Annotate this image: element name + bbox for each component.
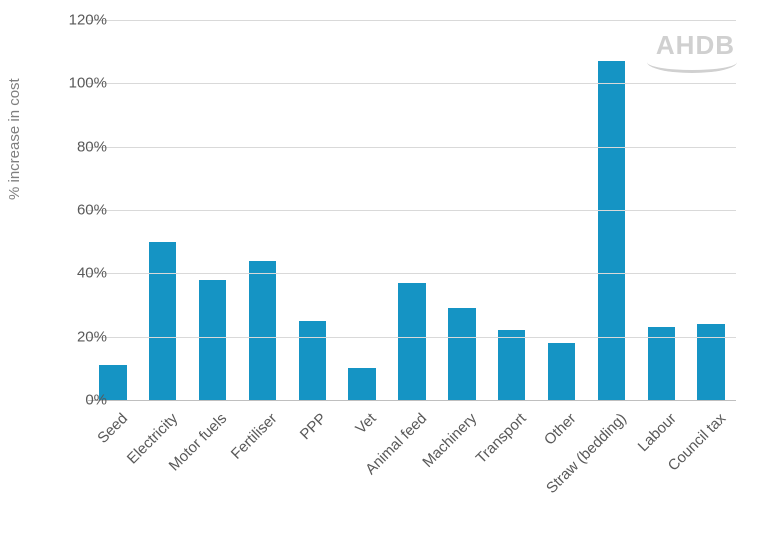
- y-tick-label: 60%: [47, 202, 107, 219]
- ahdb-logo-text: AHDB: [656, 30, 735, 61]
- bar: [348, 368, 375, 400]
- bar-chart: % increase in cost AHDB 0% 20% 40% 60% 80% 10…: [0, 0, 763, 534]
- x-tick-label: Vet: [353, 410, 380, 437]
- bar: [448, 308, 475, 400]
- grid-line: [88, 83, 736, 84]
- y-axis-title: % increase in cost: [6, 78, 23, 200]
- x-tick-label: Transport: [473, 410, 530, 467]
- y-tick-label: 80%: [47, 138, 107, 155]
- y-tick-label: 20%: [47, 328, 107, 345]
- x-tick-label: PPP: [297, 410, 330, 443]
- bar: [697, 324, 724, 400]
- bar: [199, 280, 226, 400]
- grid-line: [88, 147, 736, 148]
- x-tick-label: Other: [541, 410, 580, 449]
- bar: [648, 327, 675, 400]
- grid-line: [88, 337, 736, 338]
- y-tick-label: 40%: [47, 265, 107, 282]
- x-tick-label: Seed: [94, 410, 131, 447]
- bar: [249, 261, 276, 400]
- x-tick-label: Labour: [634, 410, 679, 455]
- grid-line: [88, 20, 736, 21]
- y-tick-label: 100%: [47, 75, 107, 92]
- y-tick-label: 120%: [47, 12, 107, 29]
- bar: [498, 330, 525, 400]
- plot-area: [88, 20, 736, 401]
- x-tick-label: Fertiliser: [228, 410, 281, 463]
- grid-line: [88, 210, 736, 211]
- bar: [398, 283, 425, 400]
- y-tick-label: 0%: [47, 392, 107, 409]
- grid-line: [88, 273, 736, 274]
- bar: [548, 343, 575, 400]
- bar: [598, 61, 625, 400]
- bar: [149, 242, 176, 400]
- bar: [299, 321, 326, 400]
